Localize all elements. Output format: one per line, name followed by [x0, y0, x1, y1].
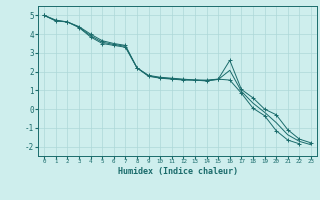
X-axis label: Humidex (Indice chaleur): Humidex (Indice chaleur): [118, 167, 238, 176]
